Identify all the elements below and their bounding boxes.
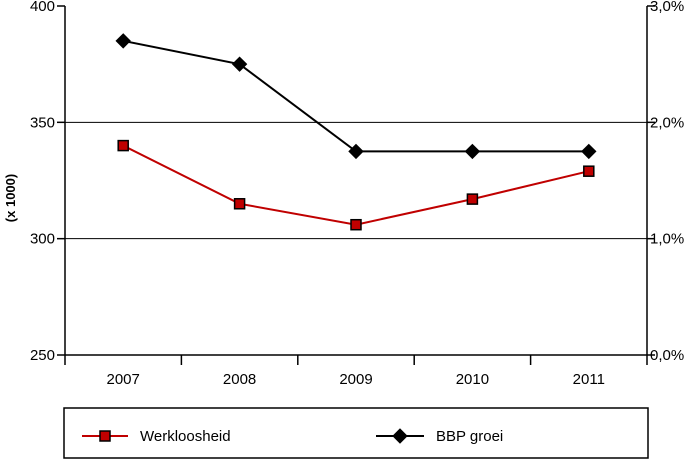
x-axis-ticks: 2007 2008 2009 2010 2011 [64, 355, 648, 388]
x-tick-label: 2008 [223, 371, 256, 388]
left-tick-label: 300 [30, 231, 55, 248]
x-tick-label: 2007 [107, 371, 140, 388]
x-tick-label: 2011 [573, 371, 605, 388]
left-axis-ticks: 250 300 350 400 [30, 0, 65, 364]
left-tick-label: 400 [30, 0, 55, 15]
x-tick-label: 2010 [456, 371, 489, 388]
werkloosheid-point [117, 139, 129, 152]
legend: Werkloosheid BBP groei [63, 407, 649, 459]
legend-box [63, 407, 649, 459]
left-tick-label: 350 [30, 114, 55, 131]
bbp-groei-point [581, 143, 597, 160]
gridlines [65, 121, 647, 240]
right-tick-label: 3,0% [650, 0, 684, 15]
y-axis-label: (x 1000) [3, 174, 18, 222]
bbp-groei-point [231, 56, 248, 72]
bbp-groei-point [115, 33, 131, 49]
right-axis-ticks: 0,0% 1,0% 2,0% 3,0% [647, 0, 684, 364]
axes [64, 6, 648, 356]
bbp-groei-point [464, 143, 481, 160]
werkloosheid-point [233, 198, 246, 210]
right-tick-label: 2,0% [650, 114, 684, 131]
legend-bbp-groei-label: BBP groei [436, 428, 503, 445]
legend-werkloosheid-swatch-marker [99, 430, 111, 442]
werkloosheid-point [350, 218, 362, 231]
left-tick-label: 250 [30, 347, 55, 364]
legend-werkloosheid-label: Werkloosheid [140, 428, 231, 445]
werkloosheid-point [583, 165, 595, 177]
legend-bbp-groei-swatch-marker [392, 428, 408, 444]
bbp-groei-point [348, 143, 364, 160]
right-tick-label: 0,0% [650, 347, 684, 364]
right-tick-label: 1,0% [650, 231, 684, 248]
x-tick-label: 2009 [339, 371, 372, 388]
werkloosheid-point [466, 193, 479, 205]
series-layer [115, 33, 597, 231]
